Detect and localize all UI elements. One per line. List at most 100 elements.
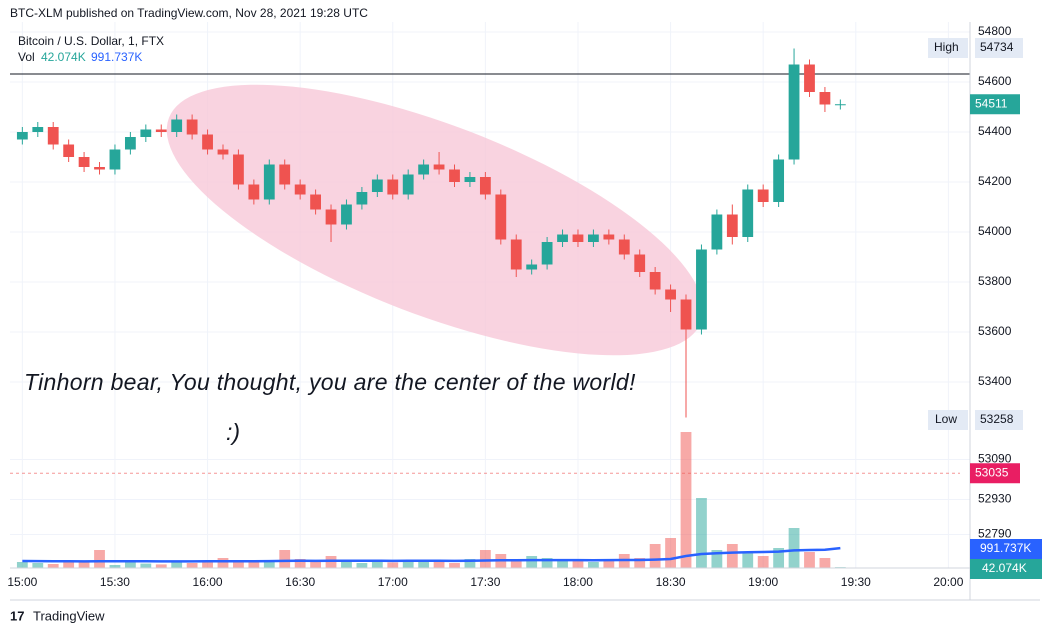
volume-bar — [588, 562, 599, 568]
candle-body — [418, 164, 430, 175]
volume-bar — [696, 498, 707, 568]
y-tick-label: 54600 — [978, 74, 1012, 88]
volume-name: Vol — [18, 50, 35, 64]
volume-bar — [109, 565, 121, 568]
volume-bar — [804, 552, 815, 568]
candle-body — [109, 149, 121, 170]
y-tick-label: 53400 — [978, 374, 1012, 388]
candle-body — [757, 189, 769, 202]
candle-body — [78, 157, 90, 167]
volume-bar — [418, 561, 430, 568]
y-tick-label: 54200 — [978, 174, 1012, 188]
reference-price-box — [970, 463, 1020, 484]
candle-body — [804, 64, 815, 92]
volume-bar — [603, 559, 615, 568]
volume-bar — [202, 561, 213, 568]
candle-body — [310, 194, 321, 210]
low-name: Low — [935, 412, 957, 426]
footer-brand: TradingView — [33, 608, 105, 623]
x-tick-label: 19:30 — [841, 575, 871, 589]
low-tag — [928, 410, 968, 430]
candle-body — [325, 209, 337, 225]
highlight-ellipse — [166, 84, 704, 356]
volume-bar — [479, 550, 491, 568]
candle-body — [649, 272, 661, 290]
volume-ma-last: 991.737K — [91, 50, 142, 64]
candle-body — [742, 189, 754, 237]
candle-body — [16, 132, 28, 140]
volume-bar — [665, 538, 676, 568]
volume-bar — [279, 550, 291, 568]
candle-body — [341, 204, 352, 225]
volume-bar — [449, 563, 460, 568]
volume-bar — [263, 561, 275, 568]
volume-bar — [788, 528, 800, 568]
volume-bar — [294, 559, 306, 568]
candle-body — [371, 179, 383, 192]
low-value-box — [975, 410, 1023, 430]
candle-body — [47, 127, 59, 145]
candle-body — [248, 184, 260, 200]
volume-bar — [742, 552, 754, 568]
logo-mark: 17 — [10, 608, 24, 623]
volume-bar — [433, 562, 445, 568]
candle-body — [433, 164, 445, 170]
volume-bar — [819, 558, 831, 568]
y-tick-label: 53090 — [978, 452, 1012, 466]
x-tick-label: 20:00 — [933, 575, 963, 589]
volume-ma-label: 991.737K — [980, 541, 1031, 555]
volume-last: 42.074K — [41, 50, 86, 64]
volume-bar — [124, 560, 136, 568]
volume-bar — [155, 564, 167, 568]
volume-bar — [757, 556, 769, 568]
candle-body — [402, 174, 414, 195]
low-value-label: 53258 — [980, 412, 1014, 426]
candle-body — [294, 184, 306, 195]
candle-body — [63, 144, 75, 157]
candle-body — [233, 154, 244, 185]
x-tick-label: 15:00 — [7, 575, 37, 589]
volume-label: 42.074K — [982, 561, 1027, 575]
volume-bar — [541, 558, 553, 568]
volume-bar — [356, 563, 368, 568]
high-tag — [928, 38, 968, 58]
volume-bar — [526, 556, 538, 568]
volume-bar — [649, 544, 661, 568]
candle-body — [202, 134, 213, 150]
candle-body — [479, 177, 491, 195]
candle-body — [773, 159, 785, 202]
candle-body — [140, 129, 152, 137]
candle-body — [819, 92, 831, 105]
x-tick-label: 16:30 — [285, 575, 315, 589]
high-value-box — [975, 38, 1023, 58]
y-tick-label: 52930 — [978, 492, 1012, 506]
volume-bar — [773, 548, 785, 568]
x-tick-label: 17:00 — [378, 575, 408, 589]
candle-body — [186, 119, 198, 135]
candle-body — [711, 214, 723, 250]
plot — [10, 48, 970, 568]
candle-body — [495, 194, 507, 240]
annotation: :) — [226, 419, 240, 445]
y-tick-label: 54000 — [978, 224, 1012, 238]
volume-bar — [94, 550, 105, 568]
candle-body — [665, 289, 676, 300]
candle-body — [217, 149, 229, 155]
candle-body — [834, 104, 846, 106]
volume-bar — [726, 544, 738, 568]
candle-body — [788, 64, 800, 160]
volume-bar — [510, 560, 522, 568]
volume-bar — [140, 563, 152, 568]
volume-bar — [217, 558, 229, 568]
high-name: High — [934, 40, 959, 54]
high-value-label: 54734 — [980, 40, 1014, 54]
volume-bar — [341, 561, 352, 568]
candle-body — [680, 299, 692, 330]
candle-body — [696, 249, 707, 330]
volume-bar — [78, 562, 90, 568]
volume-bar — [464, 559, 476, 568]
last-price-label: 54511 — [975, 96, 1008, 110]
candle-body — [572, 234, 584, 242]
